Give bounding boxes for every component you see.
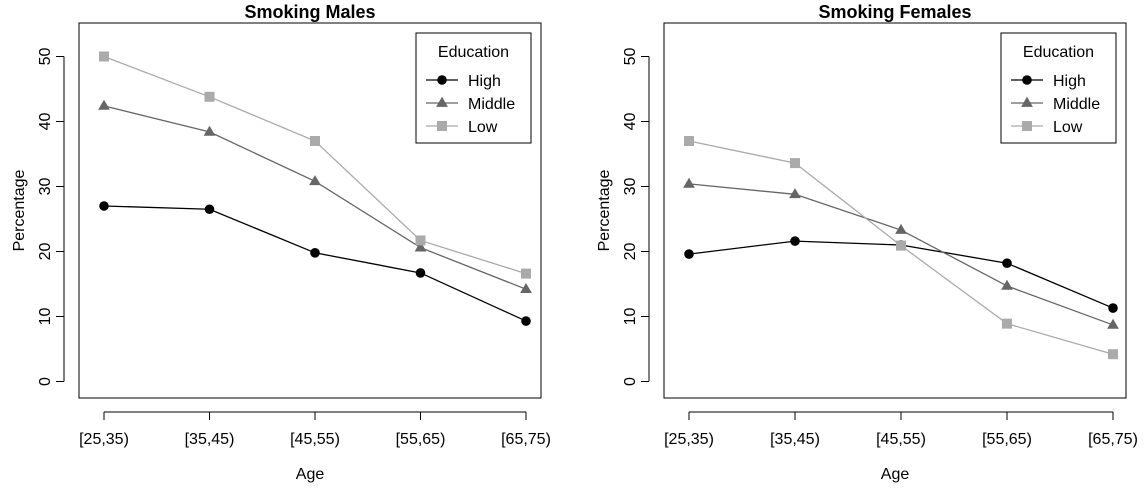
x-tick-label: [65,75) (1088, 431, 1138, 448)
x-axis-label: Age (881, 466, 910, 483)
x-tick-label: [35,45) (185, 431, 235, 448)
data-point (204, 204, 215, 215)
data-point (1001, 279, 1013, 290)
x-tick-label: [45,55) (876, 431, 926, 448)
data-point (415, 268, 426, 278)
x-tick-label: [35,45) (770, 431, 820, 448)
y-tick-label: 10 (37, 308, 54, 326)
legend-marker (1021, 96, 1033, 107)
x-tick-label: [45,55) (290, 431, 340, 448)
series-line (688, 240, 1114, 309)
legend-entry: High (1053, 73, 1086, 90)
legend-marker (1022, 75, 1032, 85)
plot-frame (663, 22, 1127, 399)
data-point (415, 235, 426, 246)
data-point (310, 248, 320, 258)
y-tick-label: 10 (622, 308, 639, 326)
y-tick-label: 0 (37, 377, 54, 386)
chart-title: Smoking Females (818, 2, 971, 22)
legend-entry: Low (468, 119, 498, 136)
legend: Education High Middle Low (415, 32, 532, 144)
legend-box (415, 32, 532, 144)
data-point (790, 236, 800, 246)
legend-entry: Middle (468, 96, 515, 113)
series-line (688, 183, 1114, 326)
y-axis-label: Percentage (596, 169, 613, 251)
chart-title: Smoking Males (244, 2, 375, 22)
chart-panel-1: Smoking Males 0 10 20 30 40 50 [25,35) [35,45) [4… (11, 2, 551, 483)
y-tick-label: 20 (622, 243, 639, 261)
series-middle (98, 99, 532, 294)
legend-marker (437, 75, 447, 85)
legend-marker (437, 121, 447, 131)
y-tick-label: 30 (37, 178, 54, 196)
data-point (99, 201, 109, 211)
legend-entry: Middle (1053, 96, 1100, 113)
series-low (684, 136, 1118, 360)
y-tick-label: 40 (622, 113, 639, 131)
y-tick-label: 30 (622, 178, 639, 196)
series-high (99, 201, 531, 326)
data-point (203, 125, 216, 136)
data-point (99, 51, 109, 62)
legend-marker (1022, 121, 1032, 131)
data-point (1108, 349, 1118, 360)
legend: Education High Middle Low (1000, 32, 1117, 144)
legend-entry: Low (1053, 119, 1083, 136)
data-point (790, 158, 800, 169)
legend-title: Education (438, 44, 509, 61)
data-point (683, 177, 695, 188)
data-point (521, 268, 531, 279)
data-point (684, 249, 694, 259)
series-middle (683, 177, 1119, 329)
y-axis-label: Percentage (11, 169, 28, 251)
x-tick-label: [25,35) (664, 431, 714, 448)
y-tick-label: 0 (622, 377, 639, 386)
series-line (103, 205, 527, 322)
legend-marker (436, 96, 448, 107)
legend-box (1000, 32, 1117, 144)
data-point (684, 136, 694, 146)
data-point (1002, 258, 1012, 269)
data-point (896, 240, 906, 251)
y-tick-label: 40 (37, 113, 54, 131)
plot-frame (78, 22, 542, 399)
x-axis-label: Age (296, 466, 325, 483)
x-tick-label: [55,65) (396, 431, 446, 448)
y-tick-label: 20 (37, 243, 54, 261)
data-point (98, 99, 110, 110)
data-point (309, 175, 321, 186)
x-tick-label: [65,75) (501, 431, 551, 448)
series-low (99, 51, 531, 279)
data-point (1107, 318, 1119, 329)
data-point (204, 91, 215, 102)
data-point (521, 316, 531, 326)
data-point (1108, 303, 1118, 313)
data-point (310, 136, 320, 146)
data-point (414, 241, 427, 252)
x-tick-label: [25,35) (79, 431, 129, 448)
y-tick-label: 50 (622, 48, 639, 66)
chart-panel-2: Smoking Females 0 10 20 30 40 50 [25,35) [35,45)… (596, 2, 1138, 483)
data-point (1002, 318, 1012, 329)
data-point (895, 223, 907, 234)
legend-title: Education (1023, 44, 1094, 61)
data-point (789, 188, 801, 199)
data-point (520, 283, 532, 294)
legend-entry: High (468, 73, 501, 90)
y-tick-label: 50 (37, 48, 54, 66)
x-tick-label: [55,65) (982, 431, 1032, 448)
